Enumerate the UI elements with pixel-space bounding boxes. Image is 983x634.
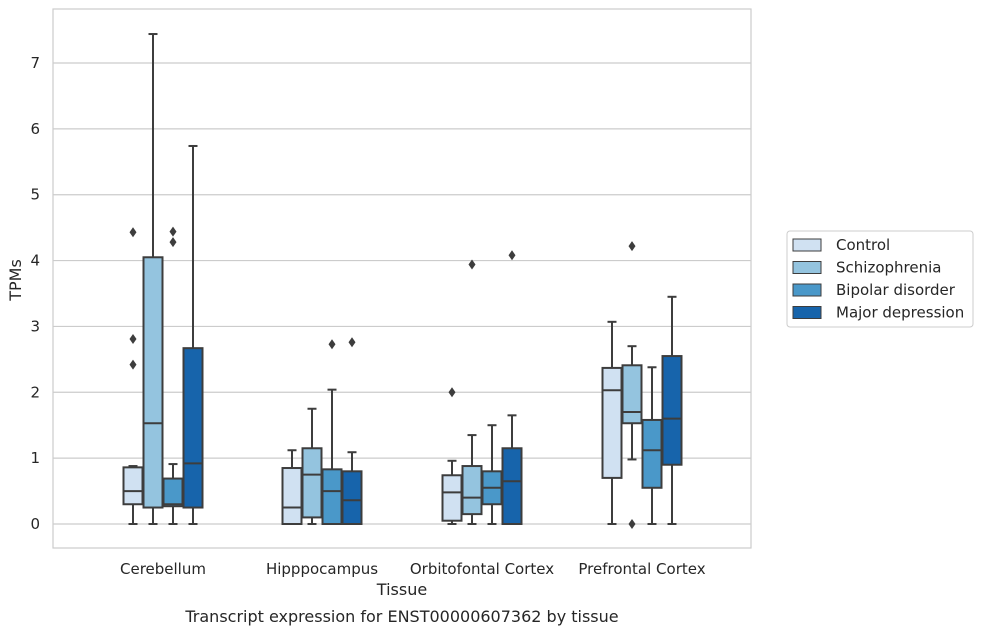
y-tick-label: 5 bbox=[30, 186, 40, 204]
outlier-point bbox=[628, 241, 636, 252]
box bbox=[321, 468, 343, 525]
box bbox=[621, 364, 643, 425]
boxplot bbox=[661, 295, 683, 525]
boxplot bbox=[321, 339, 343, 525]
x-axis-ticks: Cerebellum Hipppocampus Orbitofontal Corte… bbox=[120, 560, 706, 578]
boxplot bbox=[122, 227, 144, 525]
x-tick-label: Prefrontal Cortex bbox=[578, 560, 705, 578]
outlier-point bbox=[169, 226, 177, 237]
boxplot bbox=[341, 337, 363, 526]
box bbox=[142, 256, 164, 509]
outlier-point bbox=[129, 227, 137, 238]
boxplot bbox=[281, 449, 303, 525]
box bbox=[501, 447, 523, 525]
box bbox=[162, 477, 184, 508]
boxplot bbox=[601, 320, 623, 525]
box bbox=[461, 465, 483, 516]
box bbox=[641, 418, 663, 489]
box bbox=[301, 447, 323, 519]
outlier-point bbox=[129, 359, 137, 370]
y-tick-label: 7 bbox=[30, 54, 40, 72]
y-tick-label: 2 bbox=[30, 383, 40, 401]
y-tick-label: 4 bbox=[30, 252, 40, 270]
legend-label: Control bbox=[836, 236, 890, 254]
x-tick-label: Orbitofontal Cortex bbox=[410, 560, 554, 578]
legend-frame bbox=[786, 230, 974, 328]
y-tick-label: 0 bbox=[30, 515, 40, 533]
outlier-point bbox=[169, 237, 177, 248]
box bbox=[182, 347, 204, 509]
box bbox=[122, 466, 144, 506]
boxplot bbox=[182, 144, 204, 525]
outlier-point bbox=[508, 250, 516, 261]
box bbox=[441, 474, 463, 522]
x-tick-label: Hipppocampus bbox=[266, 560, 378, 578]
y-tick-label: 3 bbox=[30, 317, 40, 335]
boxplot bbox=[162, 226, 184, 525]
box bbox=[281, 467, 303, 525]
boxplot bbox=[461, 259, 483, 525]
y-axis-ticks: 0 1 2 3 4 5 6 7 bbox=[30, 54, 40, 533]
boxplot bbox=[301, 407, 323, 525]
boxplots bbox=[122, 33, 683, 529]
gridlines bbox=[53, 62, 751, 525]
outlier-point bbox=[468, 259, 476, 270]
box bbox=[341, 470, 363, 526]
boxplot bbox=[142, 33, 164, 525]
chart-caption: Transcript expression for ENST0000060736… bbox=[184, 607, 618, 626]
legend-swatch bbox=[792, 238, 822, 252]
boxplot bbox=[481, 424, 503, 525]
boxplot bbox=[501, 250, 523, 525]
legend-swatch bbox=[792, 306, 822, 319]
outlier-point bbox=[348, 337, 356, 348]
box bbox=[601, 366, 623, 479]
legend-label: Major depression bbox=[836, 304, 964, 322]
x-axis-label: Tissue bbox=[376, 580, 427, 599]
legend: Control Schizophrenia Bipolar disorder Majo… bbox=[786, 230, 974, 328]
legend-swatch bbox=[792, 283, 822, 297]
boxplot bbox=[641, 366, 663, 525]
y-axis-label: TPMs bbox=[6, 259, 25, 302]
outlier-point bbox=[328, 339, 336, 350]
outlier-point bbox=[448, 387, 456, 398]
boxplot bbox=[621, 241, 643, 529]
legend-swatch bbox=[792, 261, 822, 274]
outlier-point bbox=[129, 333, 137, 344]
x-tick-label: Cerebellum bbox=[120, 560, 206, 578]
box bbox=[661, 355, 683, 466]
plot-frame bbox=[52, 8, 752, 549]
y-tick-label: 6 bbox=[30, 120, 40, 138]
boxplot bbox=[441, 387, 463, 525]
legend-label: Bipolar disorder bbox=[836, 281, 956, 299]
outlier-point bbox=[628, 519, 636, 529]
y-tick-label: 1 bbox=[30, 449, 40, 467]
legend-label: Schizophrenia bbox=[836, 259, 941, 277]
